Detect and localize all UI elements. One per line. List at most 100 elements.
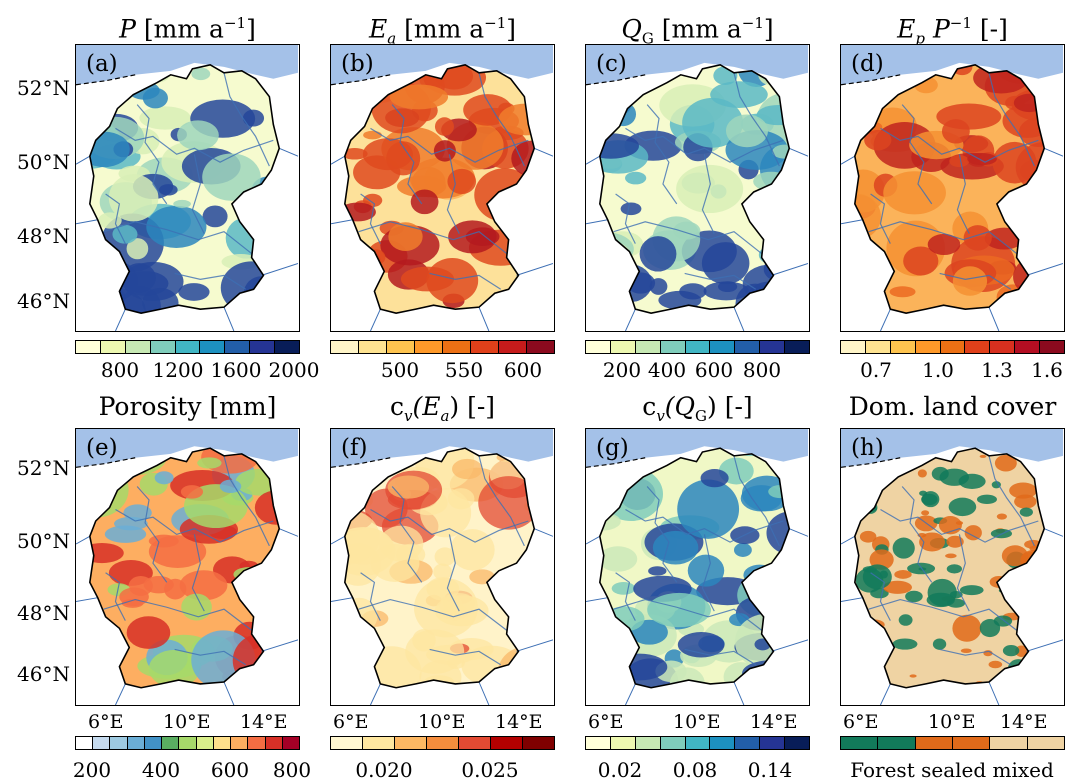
- colorbar-d-segment: [990, 341, 1016, 353]
- cbar-e-tick-800: 800: [272, 758, 312, 782]
- map-patch: [939, 468, 970, 486]
- map-patch: [344, 148, 368, 160]
- panel-label-g: (g): [596, 435, 629, 461]
- river-line: [136, 104, 168, 205]
- colorbar-f-segment: [363, 737, 395, 749]
- colorbar-e-segment: [162, 737, 180, 749]
- river-line: [625, 509, 784, 543]
- neighbour-border: [331, 147, 553, 331]
- map-patch: [1032, 574, 1045, 589]
- cbar-f-tick-0-025: 0.025: [461, 758, 519, 782]
- colorbar-c-segment: [586, 341, 611, 353]
- map-patch: [219, 479, 242, 494]
- colorbar-c-segment: [610, 341, 636, 353]
- map-patch: [180, 485, 204, 499]
- map-patch: [648, 566, 667, 576]
- map-patch: [905, 590, 923, 603]
- neighbour-border: [76, 528, 298, 705]
- colorbar-c-segment: [735, 341, 761, 353]
- colorbar-a-segment: [275, 341, 300, 353]
- colorbar-e-segment: [231, 737, 249, 749]
- map-patch: [1014, 494, 1037, 509]
- map-patch: [870, 588, 889, 599]
- colorbar-g-segment: [610, 737, 636, 749]
- map-patch: [235, 468, 280, 496]
- colorbar-c-segment: [785, 341, 810, 353]
- map-patch: [1007, 659, 1029, 679]
- colorbar-g-segment: [760, 737, 786, 749]
- river-line: [370, 509, 529, 543]
- river-line: [646, 486, 678, 583]
- map-patch: [717, 281, 738, 293]
- map-patch: [854, 261, 888, 306]
- river-line: [358, 598, 507, 631]
- map-patch: [89, 131, 130, 168]
- map-patch: [952, 614, 982, 642]
- map-patch: [854, 253, 884, 290]
- title-g-sub: v: [656, 407, 665, 425]
- map-patch: [864, 679, 877, 688]
- map-patch: [159, 184, 178, 196]
- germany-border: [853, 447, 1046, 689]
- map-patch: [389, 84, 449, 110]
- map-patch: [907, 562, 936, 575]
- map-patch: [889, 286, 916, 298]
- lon-label-14-h: 14°E: [1000, 711, 1048, 733]
- map-patch: [126, 616, 171, 649]
- map-patch: [434, 547, 456, 567]
- map-panel-d: (d): [840, 44, 1065, 332]
- coast-dashed-line: [76, 74, 136, 86]
- cbar-e-tick-400: 400: [141, 758, 181, 782]
- river-line: [733, 455, 780, 547]
- map-patch: [254, 490, 280, 525]
- map-patch: [388, 222, 423, 251]
- lat-label-48-bottom: 48°N: [17, 601, 70, 625]
- colorbar-e-segment: [265, 737, 283, 749]
- map-patch: [498, 103, 535, 136]
- map-patch: [917, 469, 927, 478]
- colorbar-b-segment: [499, 341, 527, 353]
- colorbar-e-segment: [93, 737, 111, 749]
- river-line: [684, 272, 757, 290]
- colorbar-f-segment: [459, 737, 491, 749]
- map-patch: [898, 614, 913, 626]
- colorbar-d-segment: [1015, 341, 1041, 353]
- colorbar-a-segment: [200, 341, 226, 353]
- neighbour-border: [586, 147, 808, 331]
- map-patch: [611, 582, 636, 595]
- map-patch: [469, 569, 495, 585]
- colorbar-b-segment: [471, 341, 499, 353]
- map-panel-c: (c): [585, 44, 810, 332]
- map-patch: [478, 476, 535, 530]
- lat-label-48-top: 48°N: [17, 224, 70, 248]
- river-line: [478, 72, 525, 167]
- colorbar-h-segment: [915, 737, 953, 749]
- cbar-a-tick-2000: 2000: [268, 358, 320, 382]
- map-patch: [669, 667, 705, 688]
- map-patch: [762, 277, 790, 313]
- river-line: [429, 648, 502, 666]
- cbar-d-tick-1-6: 1.6: [1031, 358, 1063, 382]
- map-patch: [611, 653, 668, 681]
- river-line: [105, 193, 126, 244]
- map-patch: [344, 256, 373, 278]
- colorbar-g-segment: [586, 737, 611, 749]
- map-patch: [267, 660, 280, 674]
- river-line: [870, 193, 891, 244]
- river-line: [625, 127, 784, 163]
- title-g-psub: G: [695, 407, 708, 425]
- lon-label-14-e: 14°E: [240, 711, 288, 733]
- map-patch: [497, 646, 535, 688]
- title-b-sub: a: [387, 29, 397, 48]
- map-patch: [677, 631, 725, 658]
- panel-label-f: (f): [341, 435, 368, 461]
- map-patch: [949, 155, 970, 168]
- map-patch: [991, 481, 1001, 489]
- title-b-close: ]: [506, 14, 517, 44]
- map-patch: [620, 202, 642, 216]
- map-patch: [499, 215, 535, 234]
- title-e: Porosity [mm]: [98, 392, 277, 421]
- cbar-e-tick-600: 600: [210, 758, 250, 782]
- river-line: [223, 72, 270, 167]
- river-line: [615, 193, 636, 244]
